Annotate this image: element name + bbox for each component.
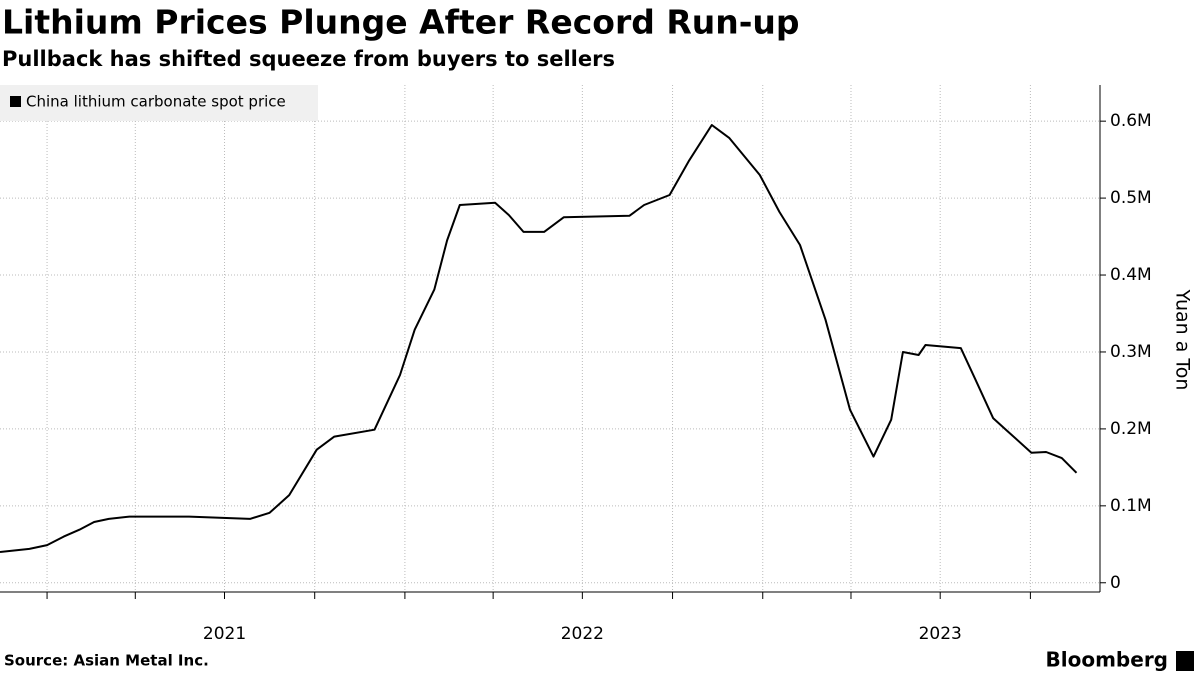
x-tick-label: 2021 xyxy=(203,624,246,644)
y-tick-label: 0.3M xyxy=(1110,342,1152,362)
legend-background xyxy=(0,85,318,121)
line-series xyxy=(0,124,1078,553)
x-tick-label: 2023 xyxy=(919,624,962,644)
chart-title: Lithium Prices Plunge After Record Run-u… xyxy=(2,3,800,42)
y-tick-label: 0.6M xyxy=(1110,111,1152,131)
source: Source: Asian Metal Inc. xyxy=(4,652,209,670)
legend-label: China lithium carbonate spot price xyxy=(26,93,286,111)
brand: Bloomberg xyxy=(1046,648,1168,672)
y-axis-label: Yuan a Ton xyxy=(1172,289,1194,391)
y-tick-label: 0.2M xyxy=(1110,419,1152,439)
y-tick-label: 0.5M xyxy=(1110,188,1152,208)
y-tick-label: 0.1M xyxy=(1110,496,1152,516)
y-tick-label: 0.4M xyxy=(1110,265,1152,285)
brand-icon xyxy=(1176,651,1194,671)
legend-swatch xyxy=(10,96,21,107)
y-tick-label: 0 xyxy=(1110,573,1121,593)
x-tick-label: 2022 xyxy=(561,624,604,644)
chart-subtitle: Pullback has shifted squeeze from buyers… xyxy=(2,47,615,71)
